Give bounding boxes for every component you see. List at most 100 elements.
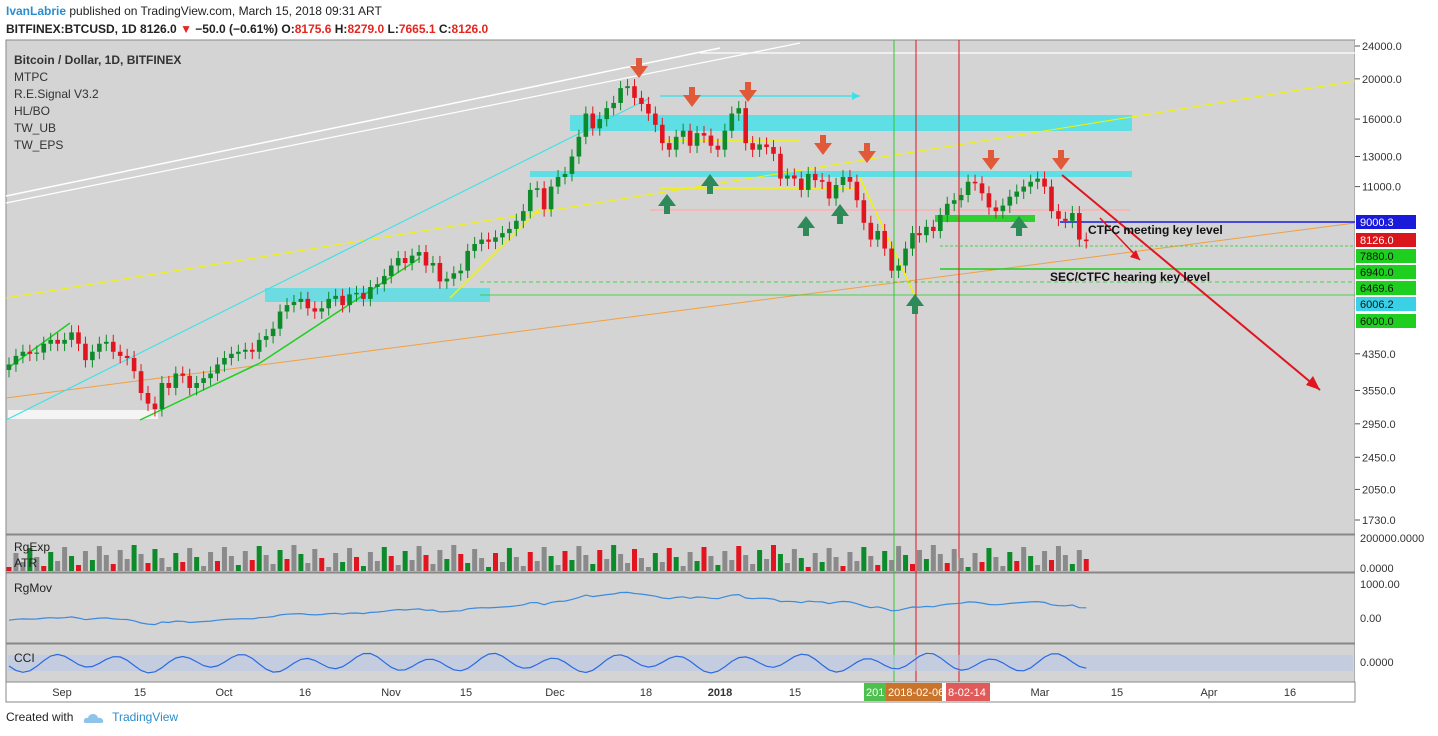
candle-body [298,298,304,302]
candle-body [632,86,637,98]
volume-bar [659,562,665,571]
candle-body [736,108,742,114]
candle-body [562,173,568,178]
candle-body [354,292,359,295]
candle-body [611,102,616,109]
candle-body [166,382,172,388]
price-label-text: 6000.0 [1360,316,1394,328]
volume-bar [826,548,832,571]
y-tick-label: 11000.0 [1362,182,1401,194]
candle-body [90,351,95,361]
candle-body [917,233,922,236]
volume-bar [520,566,526,571]
date-label-box [864,683,886,701]
sell-signal-icon [820,135,826,143]
y-tick-label: 16000.0 [1362,114,1402,126]
volume-bar [1007,552,1013,571]
volume-bar [875,565,881,571]
sell-signal-icon [1052,158,1070,170]
buy-signal-icon [912,306,918,314]
tradingview-link[interactable]: TradingView [112,710,179,724]
candle-body [854,181,860,201]
last-price: 8126.0 [140,22,177,36]
volume-bar [367,552,373,571]
date-labels: 201 2018-02-06 8-02-14 [864,683,990,701]
y-tick-label: 20000.0 [1362,74,1402,86]
date-label-text: 8-02-14 [948,687,986,699]
volume-bar [1014,561,1020,571]
volume-bar [645,567,651,571]
author-link[interactable]: IvanLabrie [6,4,67,18]
y-tick-label: 13000.0 [1362,152,1402,164]
x-tick-label: 15 [1111,687,1123,699]
volume-bar [534,561,540,571]
indicator-name: MTPC [14,70,48,84]
volume-bar [1028,556,1034,571]
candle-body [249,349,255,352]
volume-bar [138,554,144,571]
volume-bar [221,547,227,571]
volume-bar [777,554,783,571]
candle-body [27,351,33,354]
buy-signal-icon [837,216,843,224]
pane-tick-label: 0.0000 [1360,657,1394,669]
candle-body [451,273,457,279]
y-tick-label: 24000.0 [1362,41,1402,53]
volume-bar [430,564,436,571]
chart-area[interactable]: CTFC meeting key level SEC/CTFC hearing … [0,38,1438,708]
time-axis[interactable] [5,681,1356,703]
x-tick-label: 2018 [708,687,732,699]
candle-body [180,373,186,376]
volume-bar [131,545,137,571]
volume-bar [750,564,756,571]
candle-body [97,343,102,352]
candle-body [41,343,47,353]
y-ticks: 24000.0 20000.0 16000.0 13000.0 11000.0 4350.… [1355,41,1402,527]
volume-bar [583,555,589,571]
volume-bar [277,550,283,571]
candle-body [465,250,470,271]
candle-body [395,258,401,266]
sell-signal-icon [739,90,757,102]
candle-body [583,113,589,137]
x-tick-label: 16 [1284,687,1296,699]
volume-bar [388,556,394,571]
candle-body [618,88,623,103]
candle-body [1007,196,1013,206]
price-scale[interactable] [1355,40,1438,682]
candle-body [173,373,179,388]
sell-signal-icon [988,150,994,158]
signals-group [630,58,1070,314]
volume-bar [395,565,401,571]
volume-bar [166,567,172,571]
volume-bar [576,546,582,571]
rgmov-pane[interactable] [5,572,1356,644]
candle-body [83,343,88,361]
sell-signal-icon [636,58,642,66]
candle-body [785,175,790,179]
candle-body [145,393,151,404]
volume-bar [82,551,88,571]
volume-bar [923,559,929,571]
close-value: 8126.0 [451,22,489,36]
buy-signal-icon [803,228,809,236]
date-label-box [946,683,990,701]
candle-body [305,298,311,309]
candle-body [409,255,415,263]
candle-body [1000,205,1006,212]
volume-bar [791,549,797,571]
y-tick-label: 1730.0 [1362,515,1396,527]
pane-name: RgExp [14,540,50,554]
candle-body [284,305,290,312]
candle-body [750,143,755,150]
candle-body [1021,186,1026,192]
candle-body [805,173,811,190]
sell-signal-icon [864,143,870,151]
down-arrow-icon: ▼ [180,22,192,36]
indicator-name: TW_EPS [14,138,63,152]
candle-body [117,351,123,356]
volume-bar [117,550,123,571]
candle-body [910,233,915,249]
volume-bar [41,566,47,571]
main-pane[interactable] [5,39,1356,535]
